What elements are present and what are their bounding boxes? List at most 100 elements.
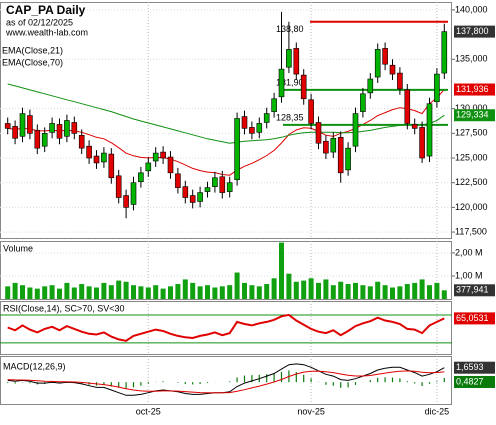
volume-bar — [198, 286, 203, 299]
histogram-bar — [311, 378, 312, 382]
candle-body — [79, 135, 84, 148]
value-box-label: 377,941 — [456, 285, 489, 295]
histogram-bar — [274, 374, 275, 383]
volume-bar — [138, 286, 143, 299]
volume-bar — [368, 286, 373, 299]
volume-bar — [27, 287, 32, 299]
candle-body — [227, 183, 232, 192]
volume-bar — [316, 283, 321, 299]
histogram-bar — [266, 374, 267, 382]
candle-body — [13, 126, 18, 138]
candle-body — [175, 174, 180, 188]
volume-bar — [168, 286, 173, 299]
candle-body — [316, 122, 321, 143]
value-box-label: 65,0531 — [456, 313, 489, 323]
candle-body — [87, 146, 92, 158]
candle-body — [198, 193, 203, 202]
chart-title: CAP_PA Daily — [6, 3, 86, 17]
candle-body — [5, 123, 10, 128]
x-tick-label: dic-25 — [425, 406, 450, 416]
volume-bar — [87, 286, 92, 299]
candle-body — [235, 119, 240, 180]
candle-body — [138, 173, 143, 182]
volume-bar — [205, 285, 210, 299]
volume-bar — [397, 286, 402, 299]
histogram-bar — [325, 382, 326, 385]
as-of: as of 02/12/2025 — [6, 17, 73, 27]
volume-bar — [124, 282, 129, 299]
y-tick-label: 125,000 — [455, 152, 488, 162]
volume-bar — [220, 286, 225, 299]
candle-body — [50, 123, 55, 132]
candle-body — [323, 141, 328, 153]
histogram-bar — [436, 381, 437, 382]
volume-bar — [42, 286, 47, 299]
candle-body — [338, 137, 343, 173]
histogram-bar — [399, 378, 400, 382]
volume-bar — [279, 243, 284, 299]
value-box-label: 0,4827 — [456, 376, 484, 386]
volume-bar — [442, 290, 447, 299]
volume-bar — [101, 283, 106, 299]
histogram-bar — [392, 378, 393, 383]
candle-body — [249, 127, 254, 133]
candle-body — [101, 153, 106, 162]
histogram-bar — [444, 378, 445, 382]
panel-title: MACD(12,26,9) — [3, 361, 66, 371]
candle-body — [279, 69, 284, 97]
candle-body — [131, 183, 136, 205]
volume-bar — [94, 287, 99, 299]
candle-body — [309, 100, 314, 124]
volume-bar — [309, 278, 314, 299]
histogram-bar — [177, 382, 178, 383]
volume-bar — [420, 279, 425, 299]
histogram-bar — [348, 382, 349, 387]
panel-title: RSI(Close,14), SC>70, SV<30 — [3, 303, 125, 313]
legend-entry: EMA(Close,70) — [2, 57, 63, 67]
candle-body — [27, 116, 32, 134]
histogram-bar — [185, 382, 186, 384]
volume-bar — [183, 279, 188, 299]
candle-body — [212, 178, 217, 187]
candle-body — [124, 196, 129, 208]
histogram-bar — [29, 382, 30, 383]
candle-body — [434, 74, 439, 102]
candle-body — [161, 152, 166, 158]
histogram-bar — [370, 380, 371, 382]
volume-bar — [390, 287, 395, 299]
y-tick-label: 122,500 — [455, 177, 488, 187]
histogram-bar — [303, 375, 304, 382]
candle-body — [57, 124, 62, 138]
volume-bar — [190, 283, 195, 299]
candle-body — [375, 49, 380, 77]
volume-bar — [264, 284, 269, 299]
candle-body — [412, 124, 417, 128]
histogram-bar — [385, 377, 386, 382]
candle-body — [294, 48, 299, 74]
candle-body — [242, 117, 247, 129]
x-tick-label: nov-25 — [297, 406, 325, 416]
volume-bar — [301, 281, 306, 299]
candle-body — [272, 99, 277, 112]
histogram-bar — [340, 382, 341, 388]
candle-body — [146, 163, 151, 171]
volume-bar — [353, 283, 358, 299]
volume-bar — [212, 287, 217, 299]
volume-bar — [242, 283, 247, 299]
candle-body — [35, 130, 40, 148]
volume-bar — [346, 284, 351, 299]
candle-body — [116, 176, 121, 198]
histogram-bar — [133, 382, 134, 387]
histogram-bar — [15, 382, 16, 383]
y-tick-label: 135,000 — [455, 54, 488, 64]
volume-bar — [434, 283, 439, 299]
candle-body — [220, 177, 225, 193]
level-label: 138,80 — [276, 24, 304, 34]
volume-bar — [323, 279, 328, 299]
histogram-bar — [422, 382, 423, 386]
candle-body — [346, 148, 351, 170]
histogram-bar — [333, 382, 334, 385]
candle-body — [153, 153, 158, 161]
histogram-bar — [281, 372, 282, 382]
